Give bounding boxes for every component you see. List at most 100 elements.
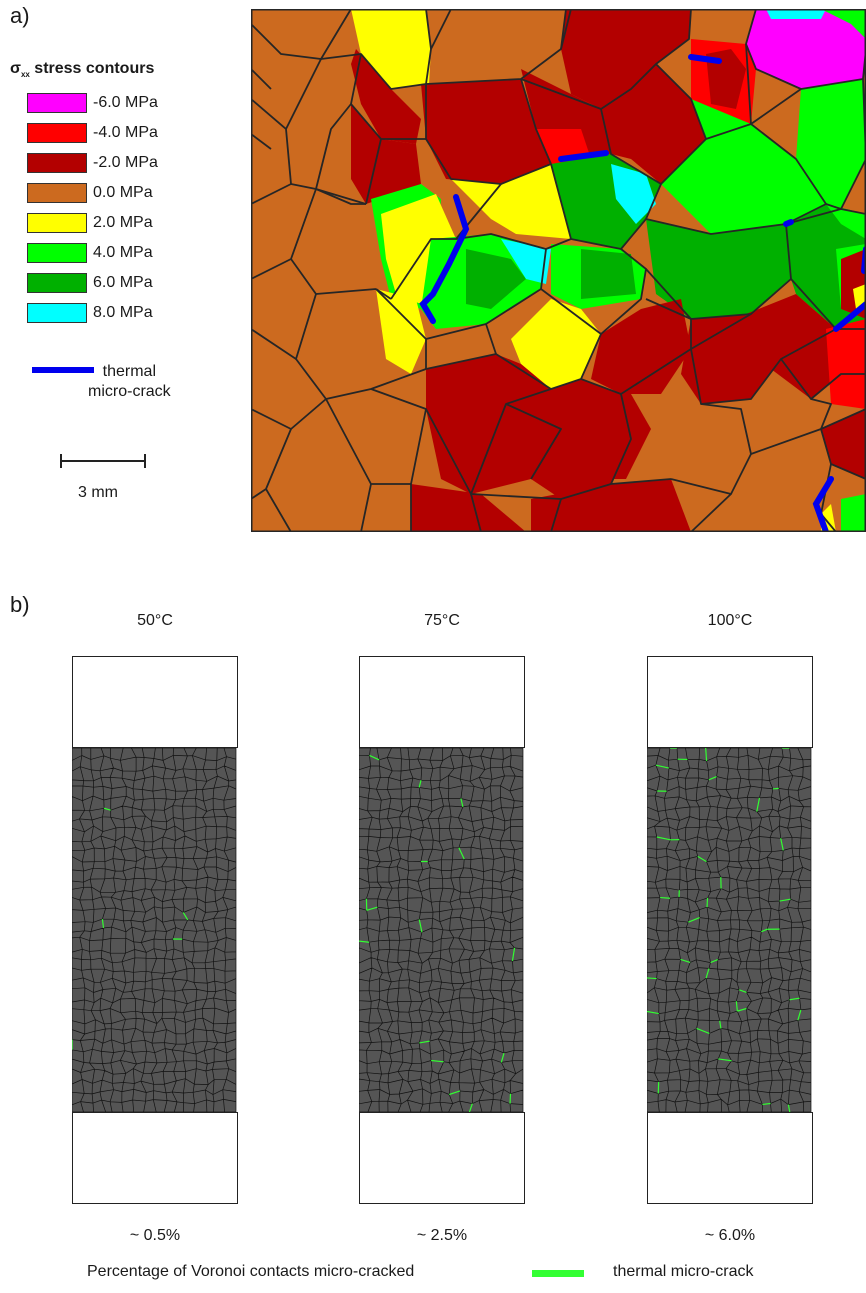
region-darkred (706, 49, 746, 109)
micro-crack-segment (680, 958, 691, 963)
region-darkred (351, 49, 421, 144)
micro-crack-segment (458, 847, 465, 860)
micro-crack-segment (779, 898, 791, 902)
specimen-100c (647, 656, 813, 1204)
micro-crack-segment (697, 855, 707, 863)
region-yellow (853, 284, 866, 309)
legend-title-rest: stress contours (29, 60, 155, 77)
micro-crack-segment (705, 968, 710, 979)
micro-crack-segment (449, 1090, 461, 1096)
legend-swatch (27, 303, 87, 323)
voronoi-sample (359, 748, 524, 1113)
region-darkred (531, 479, 691, 532)
legend-item-zero: 0.0 MPa (27, 182, 153, 204)
micro-crack-segment (182, 912, 189, 921)
legend-label: -2.0 MPa (93, 154, 158, 171)
micro-crack-segment (719, 1020, 722, 1029)
region-darkgreen (581, 249, 636, 299)
grain-boundaries (647, 748, 812, 1113)
legend-title-sigma: σ (10, 60, 21, 77)
region-darkred (746, 294, 841, 399)
stress-legend-title: σxx stress contours (10, 60, 154, 79)
micro-crack-segment (511, 947, 516, 962)
percentage-label-100: ~ 6.0% (704, 1227, 756, 1244)
grain-background (359, 748, 523, 1112)
legend-swatch (27, 183, 87, 203)
region-darkgreen (466, 249, 526, 309)
blue-crack-swatch (32, 367, 94, 373)
temperature-label-50: 50°C (137, 612, 173, 629)
legend-item-neg2: -2.0 MPa (27, 152, 158, 174)
region-darkred (601, 64, 706, 184)
micro-crack-segment (756, 797, 761, 812)
legend-item-pos2: 2.0 MPa (27, 212, 153, 234)
legend-item-neg6: -6.0 MPa (27, 92, 158, 114)
legend-label: 2.0 MPa (93, 214, 153, 231)
specimen-50c (72, 656, 238, 1204)
region-green (821, 9, 866, 39)
micro-crack-segment (737, 1007, 747, 1012)
micro-crack-segment (655, 764, 669, 769)
bottom-platen (72, 1112, 238, 1204)
region-yellow (376, 289, 426, 374)
region-darkred (591, 299, 691, 394)
legend-label: 4.0 MPa (93, 244, 153, 261)
region-darkred (821, 409, 866, 479)
crack-label-line1: thermal (102, 363, 157, 380)
micro-crack-segment (787, 1104, 791, 1113)
legend-label: 6.0 MPa (93, 274, 153, 291)
legend-item-pos8: 8.0 MPa (27, 302, 153, 324)
micro-crack-segment (706, 897, 709, 908)
micro-crack-segment (718, 1058, 732, 1062)
legend-swatch (27, 123, 87, 143)
legend-swatch (27, 153, 87, 173)
micro-crack-segment (419, 1040, 430, 1044)
panel-a-letter: a) (10, 3, 30, 28)
micro-crack-segment (735, 1001, 738, 1012)
bottom-platen (647, 1112, 813, 1204)
micro-crack-segment (688, 917, 700, 923)
region-magenta (746, 9, 866, 89)
legend-swatch (27, 213, 87, 233)
legend-title-subscript: xx (20, 70, 30, 80)
region-darkred (681, 314, 781, 404)
top-platen-inner (72, 702, 238, 748)
region-darkgreen (646, 219, 791, 319)
region-yellow (351, 9, 431, 89)
grain-boundaries (72, 748, 237, 1113)
panel-b-letter: b) (10, 592, 30, 617)
temperature-label-100: 100°C (707, 612, 753, 629)
top-platen-outer (647, 656, 813, 704)
region-darkred (571, 394, 651, 479)
legend-swatch (27, 273, 87, 293)
footer-caption: Percentage of Voronoi contacts micro-cra… (87, 1263, 415, 1280)
region-darkred (351, 104, 421, 204)
micro-crack-segment (708, 775, 717, 781)
micro-crack-segment (797, 1009, 802, 1021)
legend-label: -6.0 MPa (93, 94, 158, 111)
top-platen-outer (72, 656, 238, 704)
crack-legend-label-b: thermal micro-crack (613, 1263, 754, 1280)
micro-crack-segment (366, 906, 378, 911)
micro-crack-segment (762, 1102, 771, 1106)
stress-contour-map (251, 9, 866, 532)
micro-crack-segment (101, 919, 105, 929)
legend-label: 8.0 MPa (93, 304, 153, 321)
top-platen-outer (359, 656, 525, 704)
temperature-label-75: 75°C (424, 612, 460, 629)
micro-crack-segment (738, 989, 747, 993)
region-darkred (421, 79, 551, 184)
micro-crack-segment (500, 1052, 505, 1063)
grain-boundaries (251, 9, 866, 532)
micro-crack-segment (359, 940, 370, 943)
region-darkred (426, 354, 561, 494)
percentage-label-50: ~ 0.5% (129, 1227, 181, 1244)
micro-crack-segment (418, 919, 423, 933)
region-cyan (766, 9, 826, 19)
micro-crack-segment (789, 997, 800, 1001)
micro-crack-segment (772, 787, 779, 790)
micro-crack-segment (761, 928, 768, 933)
voronoi-sample (72, 748, 237, 1113)
specimen-75c (359, 656, 525, 1204)
legend-swatch (27, 93, 87, 113)
